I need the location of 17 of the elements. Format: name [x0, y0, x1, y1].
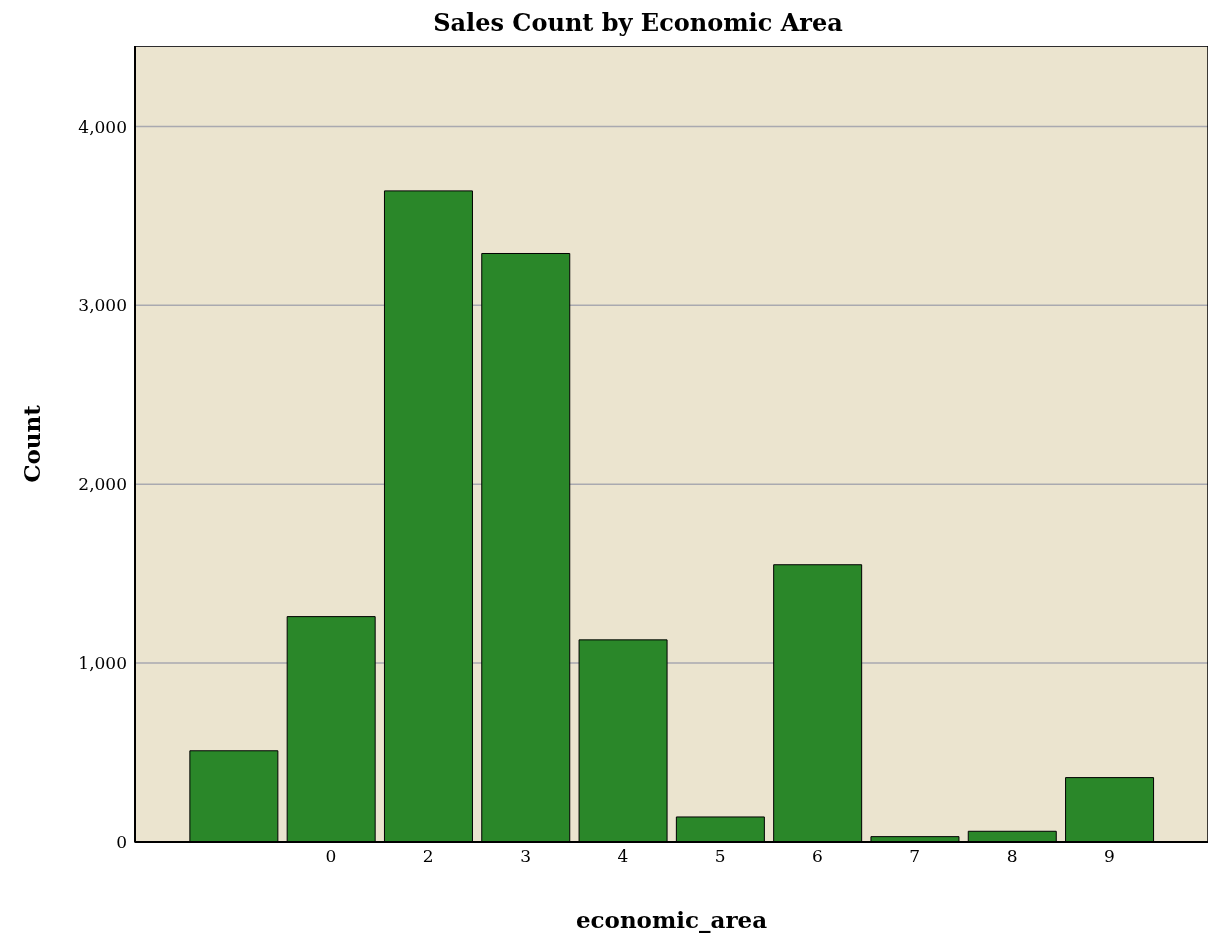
x-tick-label: 6 [812, 846, 823, 867]
y-tick-label: 1,000 [78, 653, 127, 674]
x-axis-title: economic_area [575, 906, 768, 933]
x-tick-label: 5 [714, 846, 726, 867]
y-tick-label: 2,000 [78, 474, 127, 495]
x-tick-label: 4 [617, 846, 629, 867]
y-tick-label: 4,000 [78, 116, 127, 137]
x-tick-label: 7 [909, 846, 921, 867]
y-tick-label: 0 [116, 832, 127, 853]
x-tick-label: 3 [520, 846, 531, 867]
chart-title: Sales Count by Economic Area [432, 8, 844, 39]
x-tick-label: 8 [1006, 846, 1018, 867]
y-tick-label: 3,000 [78, 295, 127, 316]
x-tick-label: 2 [422, 846, 434, 867]
y-axis-title: Count [18, 404, 46, 483]
x-tick-label: 0 [325, 846, 337, 867]
x-tick-label: 9 [1103, 846, 1115, 867]
